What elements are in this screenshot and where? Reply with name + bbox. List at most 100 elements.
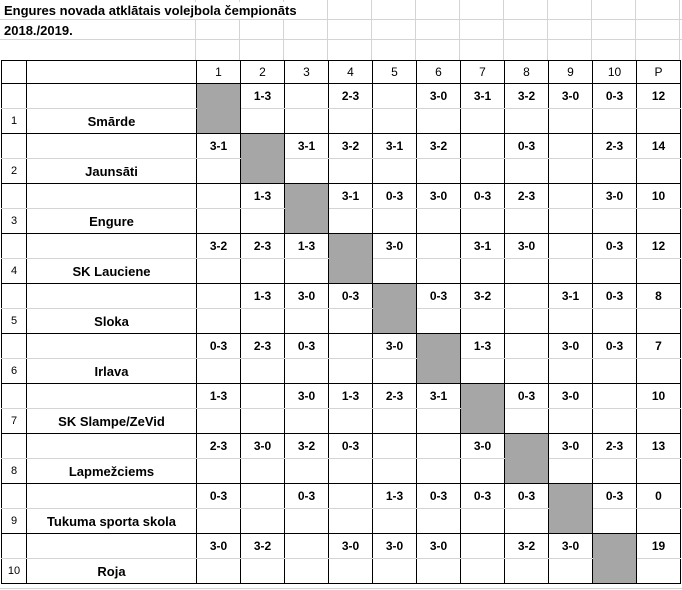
- score-cell[interactable]: 0-3: [416, 283, 461, 309]
- empty-points-cell[interactable]: [636, 108, 681, 134]
- empty-points-cell[interactable]: [636, 358, 681, 384]
- empty-score-cell[interactable]: [372, 558, 417, 584]
- score-cell[interactable]: [372, 83, 417, 109]
- empty-score-cell[interactable]: [416, 208, 461, 234]
- score-cell[interactable]: 0-3: [504, 383, 549, 409]
- empty-score-cell[interactable]: [328, 358, 373, 384]
- points-cell[interactable]: 12: [636, 233, 681, 259]
- score-cell[interactable]: 3-0: [416, 83, 461, 109]
- empty-score-cell[interactable]: [372, 458, 417, 484]
- empty-score-cell[interactable]: [592, 408, 637, 434]
- team-name-cell[interactable]: Smārde: [26, 108, 197, 134]
- column-header[interactable]: 9: [548, 60, 593, 84]
- empty-score-cell[interactable]: [328, 508, 373, 534]
- column-header[interactable]: 8: [504, 60, 549, 84]
- empty-cell[interactable]: [1, 133, 27, 159]
- score-cell[interactable]: 0-3: [504, 483, 549, 509]
- empty-score-cell[interactable]: [240, 508, 285, 534]
- score-cell[interactable]: [416, 233, 461, 259]
- empty-cell[interactable]: [1, 483, 27, 509]
- empty-score-cell[interactable]: [548, 158, 593, 184]
- score-cell[interactable]: 3-1: [460, 233, 505, 259]
- empty-score-cell[interactable]: [196, 158, 241, 184]
- empty-points-cell[interactable]: [636, 258, 681, 284]
- score-cell[interactable]: [328, 333, 373, 359]
- empty-score-cell[interactable]: [504, 258, 549, 284]
- score-cell[interactable]: 2-3: [372, 383, 417, 409]
- team-name-cell[interactable]: Tukuma sporta skola: [26, 508, 197, 534]
- empty-score-cell[interactable]: [284, 158, 329, 184]
- empty-points-cell[interactable]: [636, 158, 681, 184]
- empty-score-cell[interactable]: [460, 358, 505, 384]
- empty-score-cell[interactable]: [548, 108, 593, 134]
- points-cell[interactable]: 13: [636, 433, 681, 459]
- empty-score-cell[interactable]: [328, 108, 373, 134]
- score-cell[interactable]: 3-2: [284, 433, 329, 459]
- diagonal-cell[interactable]: [240, 133, 285, 184]
- score-cell[interactable]: 0-3: [592, 483, 637, 509]
- score-cell[interactable]: [548, 133, 593, 159]
- score-cell[interactable]: 3-0: [460, 433, 505, 459]
- empty-score-cell[interactable]: [504, 358, 549, 384]
- column-header[interactable]: P: [636, 60, 681, 84]
- score-cell[interactable]: [504, 283, 549, 309]
- empty-points-cell[interactable]: [636, 558, 681, 584]
- score-cell[interactable]: 0-3: [592, 333, 637, 359]
- empty-score-cell[interactable]: [416, 108, 461, 134]
- empty-score-cell[interactable]: [592, 108, 637, 134]
- points-cell[interactable]: 10: [636, 383, 681, 409]
- empty-score-cell[interactable]: [416, 508, 461, 534]
- empty-score-cell[interactable]: [548, 458, 593, 484]
- empty-score-cell[interactable]: [592, 208, 637, 234]
- diagonal-cell[interactable]: [284, 183, 329, 234]
- empty-points-cell[interactable]: [636, 208, 681, 234]
- diagonal-cell[interactable]: [372, 283, 417, 334]
- score-cell[interactable]: 3-0: [548, 83, 593, 109]
- empty-score-cell[interactable]: [284, 508, 329, 534]
- empty-cell[interactable]: [1, 83, 27, 109]
- empty-score-cell[interactable]: [240, 458, 285, 484]
- empty-score-cell[interactable]: [460, 258, 505, 284]
- score-cell[interactable]: 3-1: [548, 283, 593, 309]
- empty-score-cell[interactable]: [372, 158, 417, 184]
- empty-score-cell[interactable]: [240, 308, 285, 334]
- score-cell[interactable]: 3-2: [504, 533, 549, 559]
- score-cell[interactable]: 3-0: [416, 533, 461, 559]
- column-header[interactable]: 1: [196, 60, 241, 84]
- empty-score-cell[interactable]: [548, 258, 593, 284]
- empty-score-cell[interactable]: [328, 208, 373, 234]
- empty-score-cell[interactable]: [548, 358, 593, 384]
- empty-score-cell[interactable]: [284, 308, 329, 334]
- empty-score-cell[interactable]: [196, 358, 241, 384]
- empty-score-cell[interactable]: [416, 258, 461, 284]
- diagonal-cell[interactable]: [504, 433, 549, 484]
- diagonal-cell[interactable]: [460, 383, 505, 434]
- score-cell[interactable]: 3-0: [416, 183, 461, 209]
- empty-score-cell[interactable]: [460, 108, 505, 134]
- empty-score-cell[interactable]: [284, 108, 329, 134]
- empty-score-cell[interactable]: [240, 208, 285, 234]
- score-cell[interactable]: [504, 333, 549, 359]
- empty-score-cell[interactable]: [240, 558, 285, 584]
- score-cell[interactable]: 0-3: [460, 483, 505, 509]
- score-cell[interactable]: 3-1: [196, 133, 241, 159]
- score-cell[interactable]: 3-1: [284, 133, 329, 159]
- empty-cell[interactable]: [1, 333, 27, 359]
- empty-cell[interactable]: [1, 533, 27, 559]
- team-name-cell[interactable]: Jaunsāti: [26, 158, 197, 184]
- empty-score-cell[interactable]: [372, 358, 417, 384]
- empty-cell[interactable]: [26, 333, 197, 359]
- score-cell[interactable]: 0-3: [460, 183, 505, 209]
- diagonal-cell[interactable]: [196, 83, 241, 134]
- empty-cell[interactable]: [26, 133, 197, 159]
- score-cell[interactable]: 2-3: [196, 433, 241, 459]
- empty-score-cell[interactable]: [284, 358, 329, 384]
- empty-score-cell[interactable]: [592, 158, 637, 184]
- empty-cell[interactable]: [26, 83, 197, 109]
- score-cell[interactable]: 0-3: [196, 333, 241, 359]
- points-cell[interactable]: 19: [636, 533, 681, 559]
- empty-points-cell[interactable]: [636, 508, 681, 534]
- empty-score-cell[interactable]: [372, 108, 417, 134]
- score-cell[interactable]: 3-0: [548, 533, 593, 559]
- score-cell[interactable]: 2-3: [328, 83, 373, 109]
